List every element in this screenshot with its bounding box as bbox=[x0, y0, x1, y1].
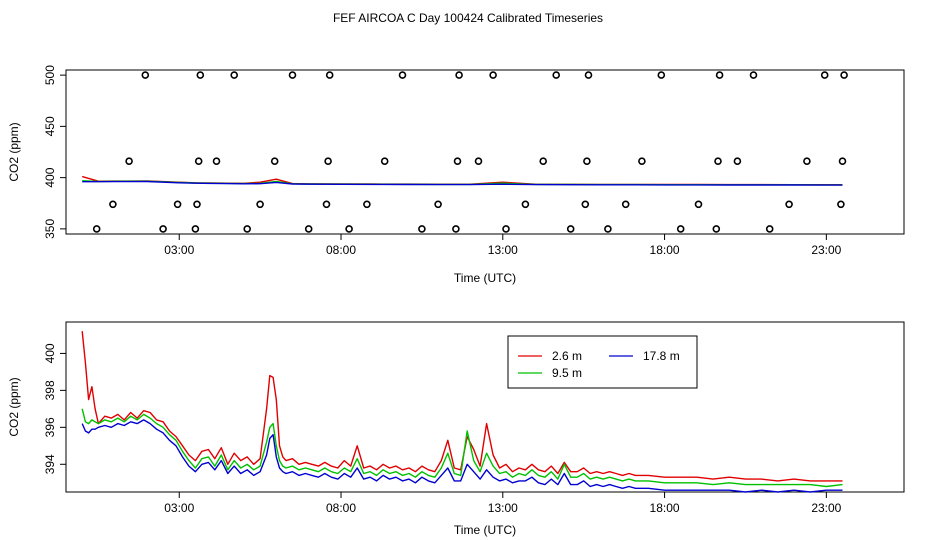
top-x-tick-label: 08:00 bbox=[326, 243, 356, 257]
cal-point bbox=[785, 200, 793, 209]
bottom-x-tick-label: 18:00 bbox=[650, 501, 680, 515]
top-x-axis-label: Time (UTC) bbox=[454, 271, 516, 285]
top-x-tick-label: 23:00 bbox=[811, 243, 841, 257]
cal-point bbox=[521, 200, 530, 209]
cal-point bbox=[552, 71, 561, 79]
cal-point bbox=[714, 157, 722, 165]
bottom-y-axis-label: CO2 (ppm) bbox=[7, 377, 21, 436]
top-x-tick-label: 03:00 bbox=[164, 243, 194, 257]
bottom-series-group bbox=[81, 331, 843, 493]
cal-point bbox=[453, 157, 462, 165]
cal-point bbox=[638, 157, 646, 165]
top-y-tick-label: 500 bbox=[43, 65, 57, 85]
bottom-axis-group: 03:00 08:00 13:00 18:00 23:00 394 396 398 400 bbox=[43, 343, 842, 515]
cal-point bbox=[803, 157, 811, 165]
top-y-axis-label: CO2 (ppm) bbox=[7, 122, 21, 181]
cal-point bbox=[363, 200, 371, 209]
cal-point bbox=[474, 157, 483, 165]
top-series-17-8-m bbox=[82, 180, 843, 186]
bottom-x-axis-label: Time (UTC) bbox=[454, 523, 516, 537]
cal-point bbox=[452, 225, 460, 233]
cal-point bbox=[749, 71, 758, 79]
legend-label-17-8m: 17.8 m bbox=[643, 349, 680, 363]
cal-point bbox=[838, 157, 847, 165]
cal-point bbox=[566, 225, 575, 233]
cal-point bbox=[230, 71, 238, 79]
cal-point bbox=[243, 225, 251, 233]
top-cal-points-group bbox=[92, 71, 848, 233]
top-y-tick-label: 450 bbox=[43, 116, 57, 136]
bottom-y-tick-label: 400 bbox=[43, 343, 57, 363]
cal-point bbox=[191, 225, 200, 233]
cal-point bbox=[324, 157, 332, 165]
cal-point bbox=[837, 200, 845, 209]
legend-label-9-5m: 9.5 m bbox=[552, 366, 582, 380]
cal-point bbox=[502, 225, 510, 233]
cal-point bbox=[109, 200, 117, 209]
cal-point bbox=[173, 200, 182, 209]
top-y-tick-label: 400 bbox=[43, 167, 57, 187]
legend: 2.6 m 17.8 m 9.5 m bbox=[507, 335, 698, 389]
cal-point bbox=[715, 71, 724, 79]
cal-point bbox=[304, 225, 313, 233]
top-plot-frame bbox=[65, 69, 905, 235]
cal-point bbox=[159, 225, 167, 233]
cal-point bbox=[455, 71, 463, 79]
bottom-series-9-5-m bbox=[81, 408, 843, 488]
cal-point bbox=[584, 71, 593, 79]
figure-title: FEF AIRCOA C Day 100424 Calibrated Times… bbox=[333, 11, 603, 25]
bottom-y-tick-label: 398 bbox=[43, 380, 57, 400]
cal-point bbox=[581, 200, 590, 209]
top-x-tick-label: 13:00 bbox=[488, 243, 518, 257]
cal-point bbox=[325, 71, 334, 79]
bottom-x-tick-label: 08:00 bbox=[326, 501, 356, 515]
bottom-x-tick-label: 03:00 bbox=[164, 501, 194, 515]
bottom-y-tick-label: 394 bbox=[43, 454, 57, 474]
top-panel: 03:00 08:00 13:00 18:00 23:00 350 400 450 500 Ti… bbox=[7, 65, 905, 285]
cal-point bbox=[418, 225, 426, 233]
cal-point bbox=[733, 157, 742, 165]
cal-point bbox=[288, 71, 297, 79]
bottom-x-tick-label: 13:00 bbox=[488, 501, 518, 515]
cal-point bbox=[256, 200, 264, 209]
cal-point bbox=[539, 157, 548, 165]
cal-point bbox=[398, 71, 407, 79]
top-series-group bbox=[82, 175, 843, 186]
cal-point bbox=[434, 200, 442, 209]
bottom-y-tick-label: 396 bbox=[43, 417, 57, 437]
cal-point bbox=[196, 71, 205, 79]
legend-box bbox=[507, 335, 698, 389]
cal-point bbox=[489, 71, 497, 79]
bottom-series-17-8-m bbox=[81, 419, 843, 493]
cal-point bbox=[676, 225, 685, 233]
cal-point bbox=[345, 225, 353, 233]
cal-point bbox=[840, 71, 848, 79]
top-y-tick-label: 350 bbox=[43, 219, 57, 239]
cal-point bbox=[194, 157, 203, 165]
bottom-panel: 03:00 08:00 13:00 18:00 23:00 394 396 398 400 Ti… bbox=[7, 321, 905, 537]
cal-point bbox=[820, 71, 829, 79]
cal-point bbox=[270, 157, 279, 165]
cal-point bbox=[141, 71, 150, 79]
cal-point bbox=[765, 225, 774, 233]
cal-point bbox=[621, 200, 630, 209]
cal-point bbox=[92, 225, 101, 233]
top-x-tick-label: 18:00 bbox=[650, 243, 680, 257]
cal-point bbox=[380, 157, 389, 165]
cal-point bbox=[583, 157, 591, 165]
cal-point bbox=[694, 200, 703, 209]
cal-point bbox=[193, 200, 201, 209]
top-axis-group: 03:00 08:00 13:00 18:00 23:00 350 400 450 500 bbox=[43, 65, 842, 257]
bottom-x-tick-label: 23:00 bbox=[811, 501, 841, 515]
cal-point bbox=[712, 225, 721, 233]
bottom-plot-frame bbox=[65, 321, 905, 493]
cal-point bbox=[604, 225, 612, 233]
cal-point bbox=[657, 71, 666, 79]
cal-point bbox=[212, 157, 221, 165]
cal-point bbox=[322, 200, 331, 209]
bottom-series-2-6-m bbox=[81, 331, 843, 482]
legend-label-2-6m: 2.6 m bbox=[552, 349, 582, 363]
cal-point bbox=[125, 157, 133, 165]
